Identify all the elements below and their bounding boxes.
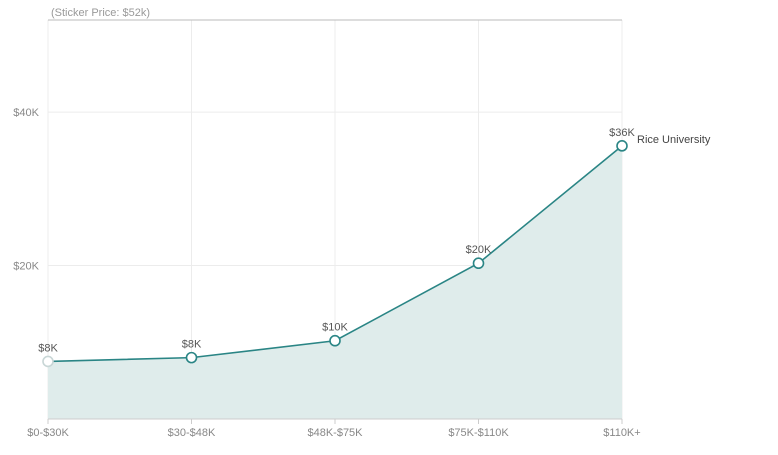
- x-tick-label: $75K-$110K: [448, 427, 509, 439]
- reference-label: (Sticker Price: $52k): [51, 7, 150, 19]
- data-point[interactable]: [185, 351, 198, 364]
- data-point[interactable]: [42, 355, 54, 368]
- y-tick-label: $20K: [13, 261, 39, 273]
- point-label: $8K: [38, 342, 58, 354]
- data-point[interactable]: [329, 334, 341, 347]
- point-label: $36K: [609, 127, 635, 139]
- x-tick-label: $48K-$75K: [307, 427, 363, 439]
- data-point[interactable]: [472, 257, 485, 270]
- x-tick-label: $30-$48K: [168, 427, 216, 439]
- series-name-label: Rice University: [637, 134, 711, 146]
- point-label: $8K: [182, 339, 202, 351]
- x-tick-label: $110K+: [603, 427, 640, 439]
- x-tick-label: $0-$30K: [27, 427, 69, 439]
- series-area: [48, 145, 622, 420]
- y-tick-label: $40K: [13, 107, 39, 119]
- data-point[interactable]: [616, 140, 628, 152]
- point-label: $10K: [322, 322, 348, 334]
- point-label: $20K: [466, 244, 492, 256]
